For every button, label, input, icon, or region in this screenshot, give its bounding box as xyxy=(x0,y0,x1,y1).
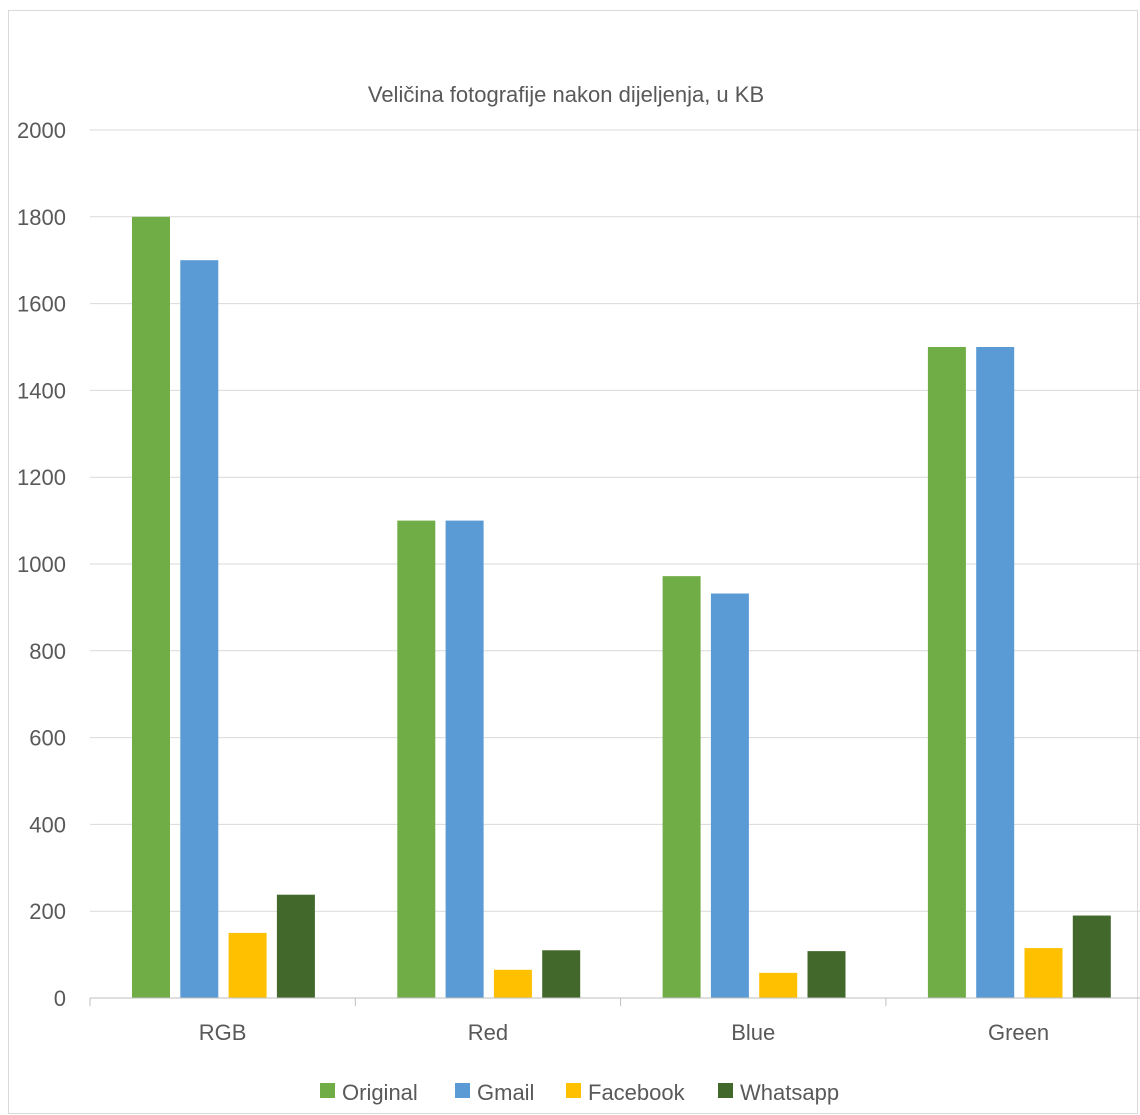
legend-swatch xyxy=(718,1083,733,1098)
y-tick-label: 1000 xyxy=(17,552,66,577)
bar-original-rgb xyxy=(132,216,170,999)
legend-label: Gmail xyxy=(477,1080,534,1105)
bar-whatsapp-rgb xyxy=(276,894,315,998)
y-tick-label: 0 xyxy=(54,986,66,1011)
y-tick-label: 2000 xyxy=(17,118,66,143)
y-tick-label: 800 xyxy=(29,639,66,664)
x-tick-label: Red xyxy=(468,1020,508,1045)
legend-swatch xyxy=(455,1083,470,1098)
bar-facebook-rgb xyxy=(228,932,267,998)
bar-whatsapp-blue xyxy=(807,951,846,998)
y-tick-label: 1800 xyxy=(17,205,66,230)
y-tick-label: 400 xyxy=(29,812,66,837)
legend-swatch xyxy=(320,1083,335,1098)
legend-item-gmail: Gmail xyxy=(455,1080,534,1105)
x-tick-label: Blue xyxy=(731,1020,775,1045)
y-tick-label: 600 xyxy=(29,726,66,751)
y-tick-label: 1200 xyxy=(17,465,66,490)
bar-gmail-rgb xyxy=(180,260,219,998)
bar-original-blue xyxy=(662,576,701,998)
bar-whatsapp-red xyxy=(542,950,581,998)
legend-item-facebook: Facebook xyxy=(566,1080,686,1105)
y-axis-ticks: 0 200 400 600 800 1000 1200 1400 1600 1800 2000 xyxy=(17,118,66,1011)
legend-swatch xyxy=(566,1083,581,1098)
legend-label: Facebook xyxy=(588,1080,686,1105)
legend-label: Original xyxy=(342,1080,418,1105)
y-tick-label: 1600 xyxy=(17,292,66,317)
legend: Original Gmail Facebook Whatsapp xyxy=(320,1080,839,1105)
bar-original-red xyxy=(397,520,436,998)
bar-gmail-green xyxy=(976,347,1015,998)
bar-gmail-red xyxy=(445,520,484,998)
legend-item-whatsapp: Whatsapp xyxy=(718,1080,839,1105)
legend-item-original: Original xyxy=(320,1080,418,1105)
y-tick-label: 200 xyxy=(29,899,66,924)
chart-title: Veličina fotografije nakon dijeljenja, u… xyxy=(368,82,764,107)
bar-whatsapp-green xyxy=(1072,915,1111,998)
x-axis-categories: RGB Red Blue Green xyxy=(199,1020,1049,1045)
bar-facebook-green xyxy=(1024,948,1063,998)
legend-label: Whatsapp xyxy=(740,1080,839,1105)
bar-facebook-blue xyxy=(759,972,798,998)
x-tick-label: Green xyxy=(988,1020,1049,1045)
bar-facebook-red xyxy=(493,969,532,998)
x-tick-label: RGB xyxy=(199,1020,247,1045)
bar-original-green xyxy=(927,347,966,998)
bar-gmail-blue xyxy=(710,593,749,998)
y-tick-label: 1400 xyxy=(17,378,66,403)
x-axis xyxy=(89,997,1140,1006)
bars xyxy=(132,216,1111,999)
